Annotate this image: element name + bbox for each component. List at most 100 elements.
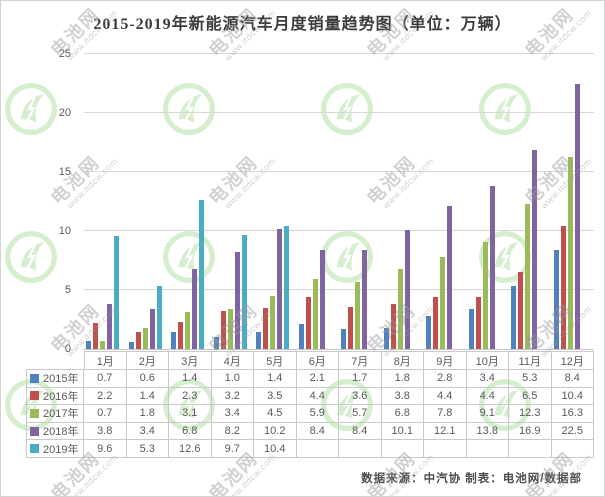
bar-2018年-2月: [149, 308, 155, 349]
watermark-url: www.itdcw.com: [64, 451, 120, 497]
bar-2017年-6月: [312, 279, 318, 349]
bar-group-3月: [169, 54, 212, 349]
month-header-cell: 7月: [339, 351, 382, 370]
bar-group-9月: [424, 54, 467, 349]
value-cell: 6.8: [169, 422, 212, 441]
y-tick-label: 5: [64, 284, 71, 296]
month-header-cell: 1月: [84, 351, 127, 370]
watermark-url: www.itdcw.com: [222, 451, 278, 497]
month-header-cell: 8月: [381, 351, 424, 370]
month-header-cell: 9月: [424, 351, 467, 370]
bar-2016年-7月: [348, 306, 354, 349]
grid-layer: [84, 53, 594, 349]
legend-swatch: [30, 391, 39, 401]
legend-swatch: [30, 426, 39, 436]
value-cell: 12.3: [509, 405, 552, 423]
bar-2015年-8月: [383, 327, 389, 349]
bar-2016年-3月: [178, 321, 184, 349]
series-label-cell: 2019年: [26, 440, 84, 458]
value-cell: 9.1: [466, 405, 509, 423]
value-cell: 5.9: [296, 405, 339, 423]
gridline: [84, 289, 594, 290]
bar-2018年-5月: [277, 228, 283, 349]
bar-2019年-2月: [156, 286, 162, 349]
bar-2018年-1月: [107, 304, 113, 349]
series-label-cell: 2017年: [26, 405, 84, 423]
value-cell: 9.7: [211, 440, 254, 458]
bar-group-10月: [467, 54, 510, 349]
value-cell: 4.4: [424, 387, 467, 406]
bar-2015年-12月: [553, 249, 559, 349]
bar-2018年-4月: [234, 252, 240, 349]
bar-2016年-6月: [305, 297, 311, 349]
bar-2019年-4月: [241, 234, 247, 349]
bar-2016年-4月: [220, 311, 226, 349]
bar-group-1月: [84, 54, 127, 349]
bar-2018年-3月: [192, 268, 198, 349]
value-cell: 9.6: [84, 440, 127, 458]
y-tick-label: 10: [58, 225, 71, 237]
bar-2015年-3月: [171, 332, 177, 349]
bar-2017年-12月: [567, 156, 573, 349]
series-label-cell: 2018年: [26, 422, 84, 441]
data-table: 1月 2月 3月 4月 5月 6月 7月 8月 9月 10月 11月 12月 2015年 0.7 0.6 1.…: [26, 351, 594, 458]
bars: [84, 54, 594, 349]
chart-title: 2015-2019年新能源汽车月度销量趋势图（单位：万辆）: [93, 16, 512, 33]
value-cell: 3.6: [339, 387, 382, 406]
value-cell: 3.8: [84, 422, 127, 441]
legend-swatch: [30, 373, 39, 383]
bar-2016年-1月: [93, 323, 99, 349]
bar-2017年-5月: [270, 295, 276, 349]
value-cell: 0.7: [84, 405, 127, 423]
y-tick-label: 15: [58, 166, 71, 178]
bar-group-12月: [552, 54, 595, 349]
bar-2018年-12月: [574, 83, 580, 349]
month-header-cell: 4月: [211, 351, 254, 370]
bar-group-4月: [212, 54, 255, 349]
value-cell: [551, 440, 594, 458]
month-header-cell: 3月: [169, 351, 212, 370]
value-cell: 4.4: [296, 387, 339, 406]
series-label-cell: 2015年: [26, 370, 84, 388]
bar-2019年-5月: [284, 226, 290, 349]
month-header-cell: 2月: [126, 351, 169, 370]
value-cell: 7.8: [424, 405, 467, 423]
month-header-cell: 6月: [296, 351, 339, 370]
bar-group-6月: [297, 54, 340, 349]
value-cell: 5.3: [509, 370, 552, 388]
source-note: 数据来源：中汽协 制表：电池网/数据部: [361, 473, 582, 485]
value-cell: 3.5: [254, 387, 297, 406]
series-name: 2018年: [43, 426, 79, 439]
value-cell: 13.8: [466, 422, 509, 441]
value-cell: 12.6: [169, 440, 212, 458]
bar-group-8月: [382, 54, 425, 349]
value-cell: 1.4: [169, 370, 212, 388]
bar-2016年-10月: [475, 297, 481, 349]
value-cell: 12.1: [424, 422, 467, 441]
legend-swatch: [30, 444, 39, 454]
bar-2016年-2月: [135, 332, 141, 349]
value-cell: 6.8: [381, 405, 424, 423]
value-cell: 16.9: [509, 422, 552, 441]
bar-2017年-2月: [142, 327, 148, 349]
value-cell: [381, 440, 424, 458]
value-cell: 3.8: [381, 387, 424, 406]
gridline: [84, 230, 594, 231]
bar-group-2月: [127, 54, 170, 349]
value-cell: [339, 440, 382, 458]
value-cell: 1.0: [211, 370, 254, 388]
value-cell: 10.1: [381, 422, 424, 441]
value-cell: 1.7: [339, 370, 382, 388]
table-corner-cell: [26, 351, 84, 370]
bar-2018年-7月: [362, 249, 368, 349]
bar-2017年-7月: [355, 281, 361, 349]
bar-2016年-11月: [518, 272, 524, 349]
value-cell: [424, 440, 467, 458]
bar-2018年-8月: [404, 229, 410, 349]
value-cell: 8.4: [339, 422, 382, 441]
value-cell: 10.4: [254, 440, 297, 458]
value-cell: 0.7: [84, 370, 127, 388]
bar-2019年-3月: [199, 200, 205, 349]
month-header-cell: 10月: [466, 351, 509, 370]
